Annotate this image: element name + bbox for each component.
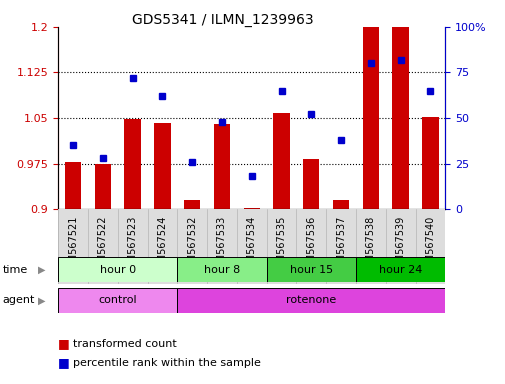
Text: transformed count: transformed count (73, 339, 177, 349)
Text: GSM567536: GSM567536 (306, 215, 316, 275)
Bar (213, 124, 230, 209)
Text: GSM567524: GSM567524 (157, 215, 167, 275)
Bar (273, 113, 289, 209)
Text: control: control (98, 295, 137, 306)
Text: GSM567523: GSM567523 (127, 215, 137, 275)
Text: agent: agent (3, 295, 35, 306)
Bar (58, 257, 177, 282)
Bar (58, 288, 177, 313)
Text: ▶: ▶ (38, 265, 45, 275)
Text: time: time (3, 265, 28, 275)
Text: GSM567521: GSM567521 (68, 215, 78, 275)
Text: hour 8: hour 8 (204, 265, 239, 275)
Bar (124, 119, 140, 209)
Text: percentile rank within the sample: percentile rank within the sample (73, 358, 261, 368)
Bar (421, 117, 438, 209)
Text: GSM567533: GSM567533 (217, 215, 227, 275)
Text: GSM567540: GSM567540 (425, 215, 434, 275)
Bar (243, 208, 260, 209)
Bar (65, 162, 81, 209)
Text: GSM567534: GSM567534 (246, 215, 256, 275)
Bar (266, 257, 355, 282)
Text: GSM567537: GSM567537 (335, 215, 345, 275)
Text: GSM567538: GSM567538 (365, 215, 375, 275)
Text: GSM567539: GSM567539 (395, 215, 405, 275)
Bar (362, 27, 378, 209)
Text: hour 15: hour 15 (289, 265, 332, 275)
Bar (392, 0, 408, 209)
Text: GDS5341 / ILMN_1239963: GDS5341 / ILMN_1239963 (132, 13, 313, 27)
Bar (184, 200, 200, 209)
Bar (94, 164, 111, 209)
Text: hour 24: hour 24 (378, 265, 422, 275)
Text: hour 0: hour 0 (99, 265, 135, 275)
Text: rotenone: rotenone (286, 295, 336, 306)
Bar (177, 288, 444, 313)
Text: GSM567522: GSM567522 (97, 215, 108, 275)
Text: GSM567535: GSM567535 (276, 215, 286, 275)
Bar (332, 200, 348, 209)
Text: ▶: ▶ (38, 295, 45, 306)
Text: GSM567532: GSM567532 (187, 215, 197, 275)
Bar (177, 257, 266, 282)
Text: ■: ■ (58, 337, 70, 350)
Bar (154, 123, 170, 209)
Text: ■: ■ (58, 356, 70, 369)
Bar (355, 257, 444, 282)
Bar (302, 159, 319, 209)
